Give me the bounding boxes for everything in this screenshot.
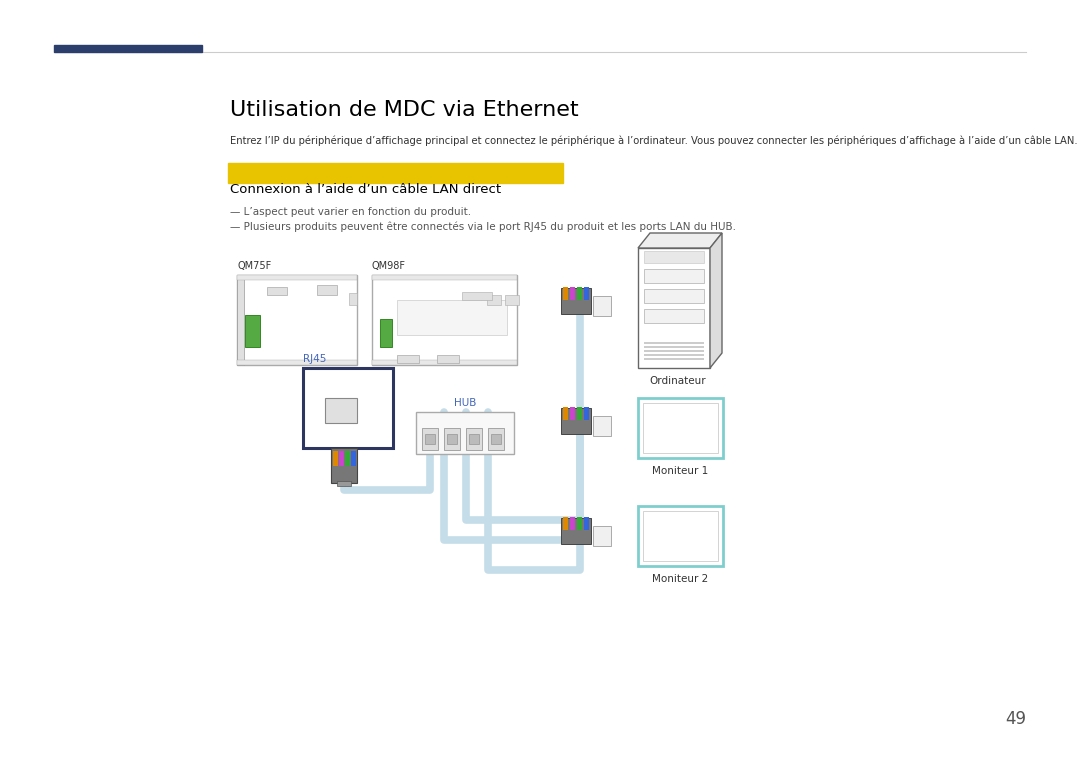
Bar (644, 251, 704, 263)
Bar (593, 526, 611, 546)
Bar (644, 358, 704, 360)
Bar (372, 275, 517, 365)
Bar (488, 428, 504, 450)
Text: — Plusieurs produits peuvent être connectés via le port RJ45 du produit et les p: — Plusieurs produits peuvent être connec… (230, 222, 735, 233)
Bar (237, 275, 357, 280)
Text: Ordinateur: Ordinateur (650, 376, 706, 386)
Bar (638, 398, 723, 458)
Bar (570, 287, 575, 300)
Bar (644, 354, 704, 356)
Bar (351, 451, 356, 466)
Bar (465, 428, 482, 450)
Bar (584, 287, 589, 300)
Bar (318, 285, 337, 295)
Bar (638, 506, 723, 566)
Bar (563, 517, 568, 530)
Bar (561, 288, 591, 314)
Text: RJ45: RJ45 (303, 354, 326, 364)
Bar (644, 269, 704, 283)
Bar (333, 451, 338, 466)
Polygon shape (638, 233, 723, 248)
Bar (267, 287, 287, 295)
Bar (380, 319, 392, 347)
Text: QM75F: QM75F (237, 261, 271, 271)
Bar (487, 295, 501, 305)
Bar (422, 428, 438, 450)
Bar (644, 289, 704, 303)
Text: Moniteur 2: Moniteur 2 (652, 574, 708, 584)
Bar (570, 407, 575, 420)
Bar (330, 448, 357, 483)
Polygon shape (710, 233, 723, 368)
Bar (339, 451, 345, 466)
Text: Moniteur 1: Moniteur 1 (652, 466, 708, 476)
Bar (563, 287, 568, 300)
Bar (447, 434, 457, 444)
Bar (245, 315, 260, 347)
Bar (644, 350, 704, 352)
Bar (237, 275, 357, 365)
Text: QM98F: QM98F (372, 261, 406, 271)
Bar (237, 360, 357, 365)
Bar (345, 451, 350, 466)
Bar (577, 407, 582, 420)
Bar (643, 403, 718, 453)
Bar (397, 300, 507, 335)
Bar (644, 342, 704, 344)
Text: — L’aspect peut varier en fonction du produit.: — L’aspect peut varier en fonction du pr… (230, 207, 471, 217)
Bar (505, 295, 519, 305)
Bar (337, 481, 351, 486)
Bar (469, 434, 480, 444)
Bar (643, 511, 718, 561)
Bar (577, 287, 582, 300)
Bar (561, 408, 591, 434)
Bar (570, 517, 575, 530)
Bar (372, 275, 517, 280)
Bar (561, 518, 591, 544)
Bar (638, 248, 710, 368)
Bar (644, 309, 704, 323)
Bar (444, 428, 460, 450)
Bar (426, 434, 435, 444)
Text: Connexion à l’aide d’un câble LAN direct: Connexion à l’aide d’un câble LAN direct (230, 183, 501, 196)
Bar (372, 360, 517, 365)
Bar (325, 398, 357, 423)
Bar (577, 517, 582, 530)
Text: Entrez l’IP du périphérique d’affichage principal et connectez le périphérique à: Entrez l’IP du périphérique d’affichage … (230, 135, 1078, 146)
Bar (593, 296, 611, 316)
Bar (593, 416, 611, 436)
Bar (228, 163, 563, 183)
Bar (437, 355, 459, 363)
Bar (303, 368, 393, 448)
Bar (644, 346, 704, 348)
Bar (54, 45, 202, 52)
Text: HUB: HUB (454, 398, 476, 408)
Bar (584, 407, 589, 420)
Bar (416, 412, 514, 454)
Bar (237, 275, 244, 365)
Bar (349, 293, 357, 305)
Bar (462, 292, 492, 300)
Bar (491, 434, 501, 444)
Bar (397, 355, 419, 363)
Bar (563, 407, 568, 420)
Text: Utilisation de MDC via Ethernet: Utilisation de MDC via Ethernet (230, 100, 579, 120)
Text: 49: 49 (1005, 710, 1026, 728)
Bar (584, 517, 589, 530)
